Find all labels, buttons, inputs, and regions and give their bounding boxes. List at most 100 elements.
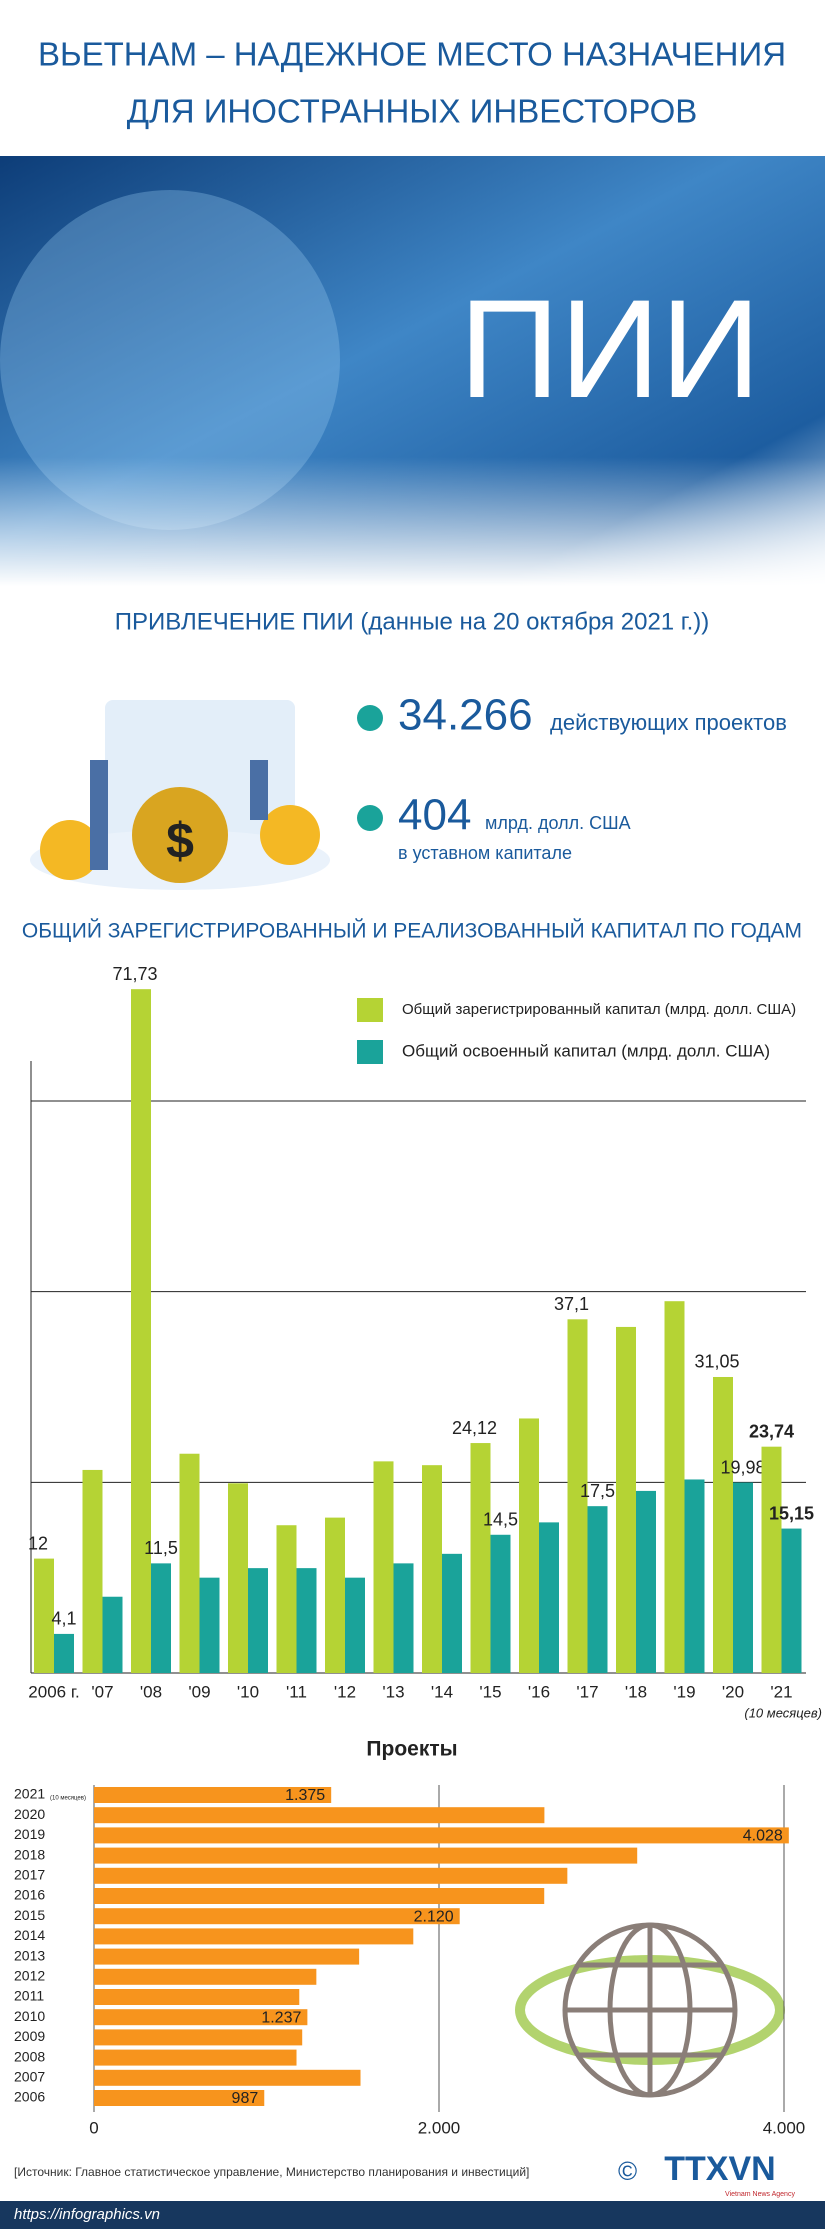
value-label: 23,74	[749, 1421, 794, 1441]
bar	[636, 1490, 656, 1673]
note: (10 месяцев)	[744, 1705, 822, 1720]
bar	[519, 1418, 539, 1673]
x-tick-label: '20	[722, 1682, 744, 1701]
legend-swatch	[357, 1040, 383, 1064]
stat-text: действующих проектов	[550, 710, 787, 735]
stat-value: 404	[398, 791, 471, 840]
bar	[102, 1596, 123, 1673]
bar	[54, 1633, 74, 1673]
bar	[781, 1528, 802, 1673]
x-tick-label: '12	[334, 1682, 356, 1701]
bar	[393, 1563, 414, 1673]
value-label: 987	[232, 2090, 259, 2107]
x-tick-label: '13	[382, 1682, 404, 1701]
x-tick-label: '16	[528, 1682, 550, 1701]
bar	[34, 1558, 54, 1673]
category-note: (10 месяцев)	[50, 1796, 86, 1802]
hero-fade	[0, 156, 825, 586]
bar	[761, 1446, 782, 1673]
y-tick-label: 2009	[14, 2028, 45, 2044]
value-label: 24,12	[452, 1418, 497, 1438]
bar	[94, 1827, 789, 1844]
bar	[94, 2069, 361, 2086]
value-label: 2.120	[414, 1908, 454, 1925]
stat-text: млрд. долл. США	[485, 813, 631, 833]
source: [Источник: Главное статистическое управл…	[14, 2165, 529, 2179]
x-tick-label: '09	[188, 1682, 210, 1701]
y-tick-label: 2013	[14, 1947, 45, 1963]
bar	[296, 1568, 317, 1673]
bar	[733, 1482, 753, 1673]
y-tick-label: 2012	[14, 1968, 45, 1984]
x-tick-label: 0	[89, 2118, 98, 2137]
bar	[442, 1553, 462, 1673]
legend-swatch	[357, 998, 383, 1022]
bar	[94, 1948, 360, 1965]
y-tick-label: 2020	[14, 1806, 45, 1822]
bar	[94, 1908, 460, 1925]
x-tick-label: '21	[770, 1682, 792, 1701]
bar	[276, 1525, 297, 1673]
bar	[179, 1453, 200, 1673]
y-tick-label: 2014	[14, 1927, 45, 1943]
y-tick-label: 2018	[14, 1846, 45, 1862]
value-label: 31,05	[694, 1352, 739, 1372]
title: ДЛЯ ИНОСТРАННЫХ ИНВЕСТОРОВ	[127, 93, 698, 130]
bar	[567, 1319, 588, 1673]
x-tick-label: '19	[673, 1682, 695, 1701]
value-label: 4,1	[51, 1609, 76, 1629]
legend-label: Общий освоенный капитал (млрд. долл. США…	[402, 1041, 770, 1060]
stat-text: в уставном капитале	[398, 843, 572, 863]
y-tick-label: 2006	[14, 2089, 45, 2105]
y-tick-label: 2008	[14, 2048, 45, 2064]
bar	[94, 1968, 317, 1985]
bar	[325, 1517, 345, 1673]
value-label: 4.028	[743, 1828, 783, 1845]
bar	[684, 1479, 705, 1673]
y-tick-label: 2010	[14, 2008, 45, 2024]
bar	[94, 2009, 308, 2026]
bar	[713, 1376, 733, 1673]
value-label: 19,98	[720, 1457, 765, 1477]
y-tick-label: 2017	[14, 1867, 45, 1883]
y-tick-label: 2011	[14, 1988, 44, 2004]
value-label: 11,5	[144, 1538, 178, 1558]
bar	[199, 1577, 220, 1673]
bar	[94, 1989, 300, 2005]
bar	[616, 1326, 636, 1673]
y-tick-label: 2021	[14, 1786, 45, 1802]
logo-sub: Vietnam News Agency	[725, 2191, 795, 2198]
value-label: 14,5	[483, 1510, 518, 1530]
value-label: 1.237	[261, 2009, 301, 2026]
bar	[587, 1506, 608, 1673]
x-tick-label: 2006 г.	[28, 1682, 79, 1701]
hero-text: ПИИ	[459, 270, 761, 427]
value-label: 15,15	[769, 1503, 814, 1523]
bar	[94, 1867, 568, 1884]
copyright: ©	[618, 2156, 637, 2186]
x-tick-label: '11	[286, 1682, 307, 1701]
value-label: 1.375	[285, 1787, 325, 1804]
y-tick-label: 2016	[14, 1887, 45, 1903]
value-label: 37,1	[554, 1294, 589, 1314]
y-tick-label: 2019	[14, 1826, 45, 1842]
bar	[470, 1443, 491, 1673]
bar	[422, 1465, 442, 1673]
value-label: 71,73	[112, 964, 157, 984]
globe-logo	[515, 1922, 785, 2098]
bar	[248, 1568, 268, 1673]
chart-title: Проекты	[366, 1738, 457, 1761]
x-tick-label: '10	[237, 1682, 259, 1701]
bar	[539, 1522, 559, 1673]
bar	[94, 2029, 303, 2046]
logo: TTXVN	[664, 2150, 775, 2188]
stat-value: 34.266	[398, 691, 533, 740]
investors-illustration: $	[30, 700, 330, 890]
bar	[373, 1461, 394, 1673]
bar	[94, 1787, 332, 1803]
bar	[94, 1807, 545, 1824]
bar	[664, 1301, 685, 1673]
section-title: ОБЩИЙ ЗАРЕГИСТРИРОВАННЫЙ И РЕАЛИЗОВАННЫЙ…	[22, 919, 802, 943]
value-label: 17,5	[580, 1481, 615, 1501]
